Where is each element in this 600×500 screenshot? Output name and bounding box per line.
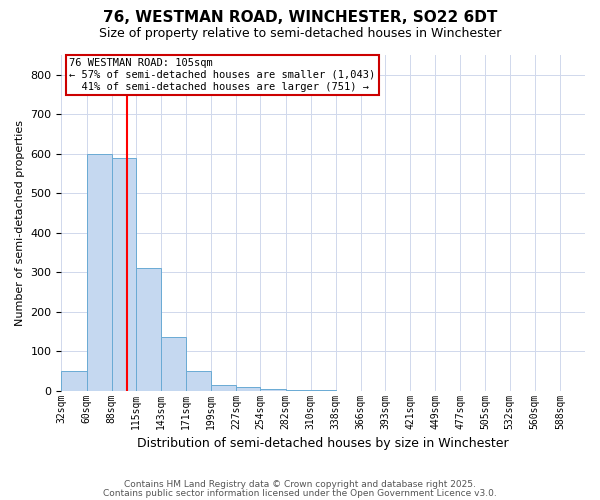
Bar (86, 154, 112, 390)
Bar (186, 371, 211, 390)
Bar (161, 338, 186, 390)
Text: 76, WESTMAN ROAD, WINCHESTER, SO22 6DT: 76, WESTMAN ROAD, WINCHESTER, SO22 6DT (103, 10, 497, 25)
Bar (211, 384, 236, 390)
Bar (236, 386, 260, 390)
Text: Contains HM Land Registry data © Crown copyright and database right 2025.: Contains HM Land Registry data © Crown c… (124, 480, 476, 489)
Text: 76 WESTMAN ROAD: 105sqm
← 57% of semi-detached houses are smaller (1,043)
  41% : 76 WESTMAN ROAD: 105sqm ← 57% of semi-de… (69, 58, 376, 92)
X-axis label: Distribution of semi-detached houses by size in Winchester: Distribution of semi-detached houses by … (137, 437, 509, 450)
Text: Contains public sector information licensed under the Open Government Licence v3: Contains public sector information licen… (103, 488, 497, 498)
Bar (136, 268, 161, 390)
Text: Size of property relative to semi-detached houses in Winchester: Size of property relative to semi-detach… (99, 28, 501, 40)
Y-axis label: Number of semi-detached properties: Number of semi-detached properties (15, 120, 25, 326)
Bar (260, 388, 286, 390)
Bar (112, 158, 136, 390)
Bar (61, 371, 86, 390)
